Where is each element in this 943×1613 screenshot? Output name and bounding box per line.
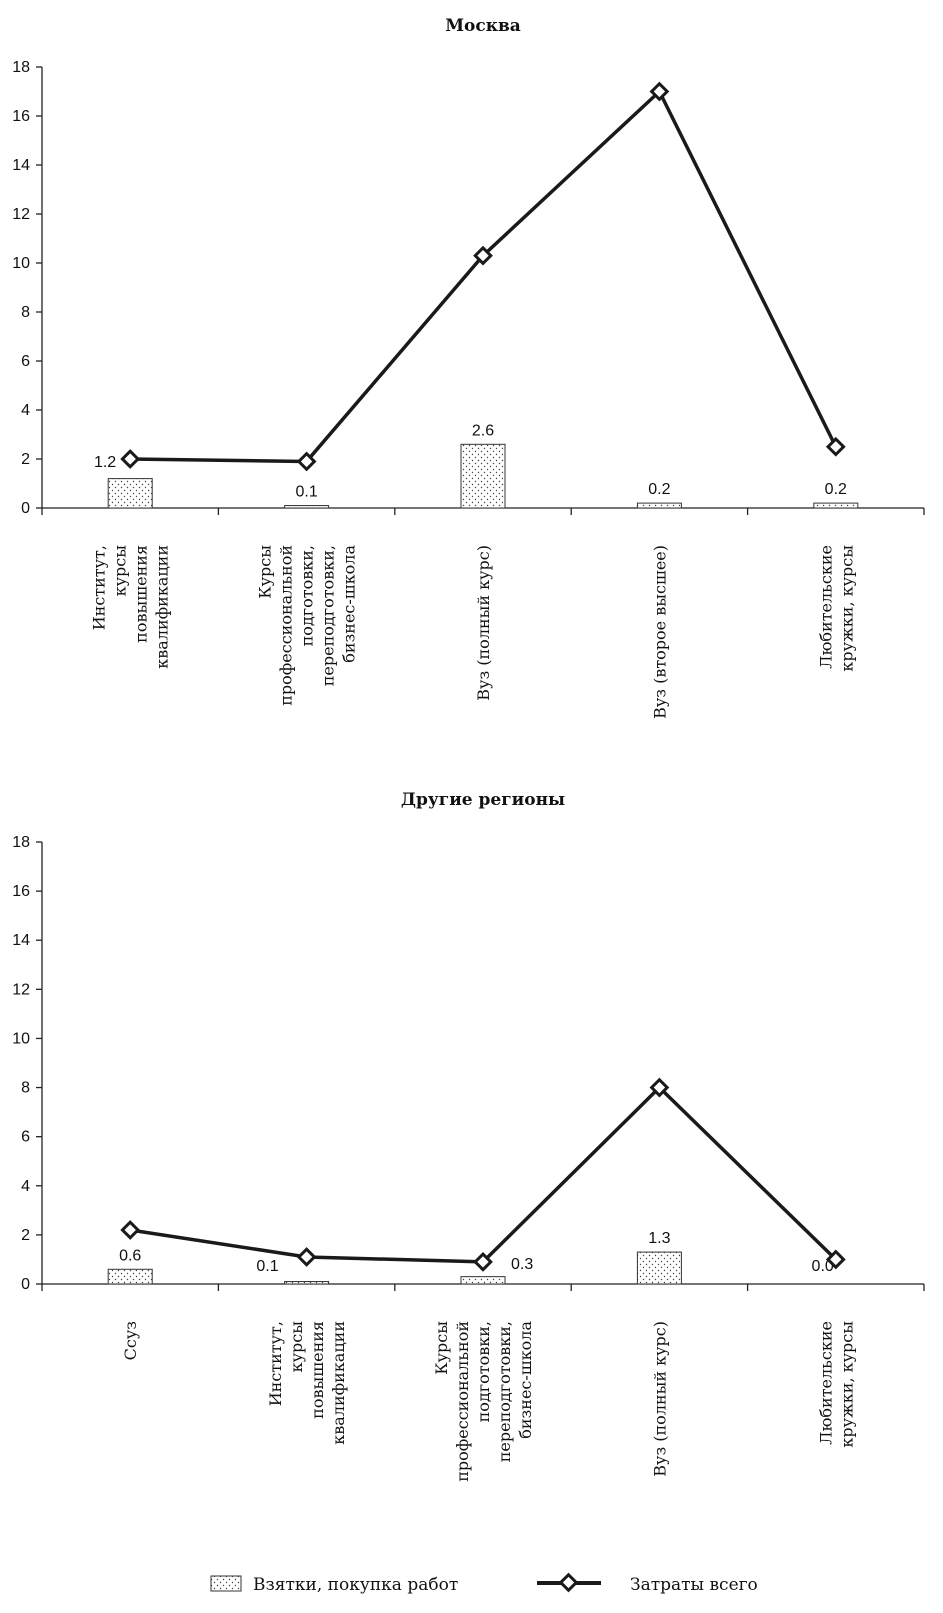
line-marker [473,245,493,266]
y-tick-label: 2 [21,451,30,468]
bar [107,478,153,509]
y-tick-label: 18 [12,59,30,76]
category-label-line: подготовки, [474,1321,493,1422]
bar [460,1276,506,1285]
bar [636,1251,682,1285]
bar [813,502,859,509]
y-tick-label: 18 [12,834,30,851]
line-marker [296,1247,317,1267]
category-label-line: курсы [111,545,130,597]
y-tick-label: 12 [12,981,30,998]
category-label-line: профессиональной [277,545,296,706]
category-label-line: Вуз (второе высшее) [650,545,669,719]
bar [284,1281,330,1285]
category-label-line: квалификации [329,1321,348,1445]
bar-data-label: 0.3 [511,1256,533,1273]
bar-data-label: 1.2 [94,454,116,471]
category-label-line: повышения [132,545,151,643]
category-label-line: Любительские [816,545,835,669]
y-tick-label: 16 [12,108,30,125]
bar-data-label: 0.6 [119,1247,141,1264]
y-tick-label: 8 [21,304,30,321]
category-label-line: Вуз (полный курс) [650,1321,669,1477]
category-label-line: кружки, курсы [837,1321,856,1448]
legend-line-marker [558,1572,579,1593]
bar [460,443,506,509]
category-label-line: квалификации [153,545,172,669]
category-label-line: Курсы [256,545,275,599]
chart-other-regions: Другие регионы 0 2 4 6 8 10 12 14 16 18 0.6 0.1 0.3 1.… [12,790,925,1482]
y-tick-label: 6 [21,353,30,370]
category-label-line: повышения [308,1321,327,1419]
y-tick-label: 6 [21,1129,30,1146]
category-label-line: бизнес-школа [516,1321,535,1439]
y-tick-label: 8 [21,1080,30,1097]
line-marker [473,1252,493,1272]
category-label-line: курсы [287,1321,306,1373]
y-tick-label: 4 [21,402,30,419]
line-marker [649,1077,670,1098]
category-label-line: Институт, [266,1321,285,1406]
line-marker [825,1249,846,1270]
y-tick-label: 2 [21,1227,30,1244]
category-label-line: переподготовки, [319,545,338,686]
y-tick-label: 0 [21,500,30,517]
line-marker [649,81,670,102]
y-tick-label: 10 [12,1030,30,1047]
chart-title: Другие регионы [401,790,565,810]
bar-data-label: 2.6 [472,422,494,439]
category-label-line: Ссуз [121,1321,140,1360]
line-marker [120,449,141,469]
category-label-line: Институт, [90,545,109,630]
legend: Взятки, покупка работ Затраты всего [210,1572,758,1595]
bar-data-label: 1.3 [648,1230,670,1247]
legend-line-label: Затраты всего [630,1575,758,1595]
legend-bar-label: Взятки, покупка работ [253,1575,458,1595]
bar [636,502,682,509]
chart-title: Москва [445,16,521,36]
line-marker [825,436,846,457]
bar [107,1268,153,1285]
category-label-line: кружки, курсы [837,545,856,672]
bar-data-label: 0.0 [812,1258,834,1275]
category-label-line: Вуз (полный курс) [474,545,493,701]
y-tick-label: 16 [12,883,30,900]
bar-data-label: 0.1 [295,484,317,501]
line-marker [120,1220,141,1240]
y-tick-label: 12 [12,206,30,223]
category-label-line: бизнес-школа [340,545,359,663]
line-series [130,89,838,464]
legend-bar-swatch [210,1575,242,1592]
category-label-line: Курсы [432,1321,451,1375]
bar-data-label: 0.2 [648,481,670,498]
y-tick-label: 10 [12,255,30,272]
category-label-line: Любительские [816,1321,835,1445]
y-tick-label: 4 [21,1178,30,1195]
line-marker [296,451,317,472]
category-label-line: профессиональной [453,1321,472,1482]
y-tick-label: 14 [12,157,30,174]
y-tick-label: 14 [12,932,30,949]
line-series [129,1085,838,1264]
bar [284,505,330,509]
bar-data-label: 0.2 [825,481,847,498]
category-label-line: переподготовки, [495,1321,514,1462]
bar-data-label: 0.1 [256,1258,278,1275]
y-tick-label: 0 [21,1276,30,1293]
category-label-line: подготовки, [298,545,317,646]
chart-moscow: Москва 0 2 4 6 8 10 12 14 16 18 1.2 0.1 2.6 0.2 0.2 Инст… [12,16,925,719]
